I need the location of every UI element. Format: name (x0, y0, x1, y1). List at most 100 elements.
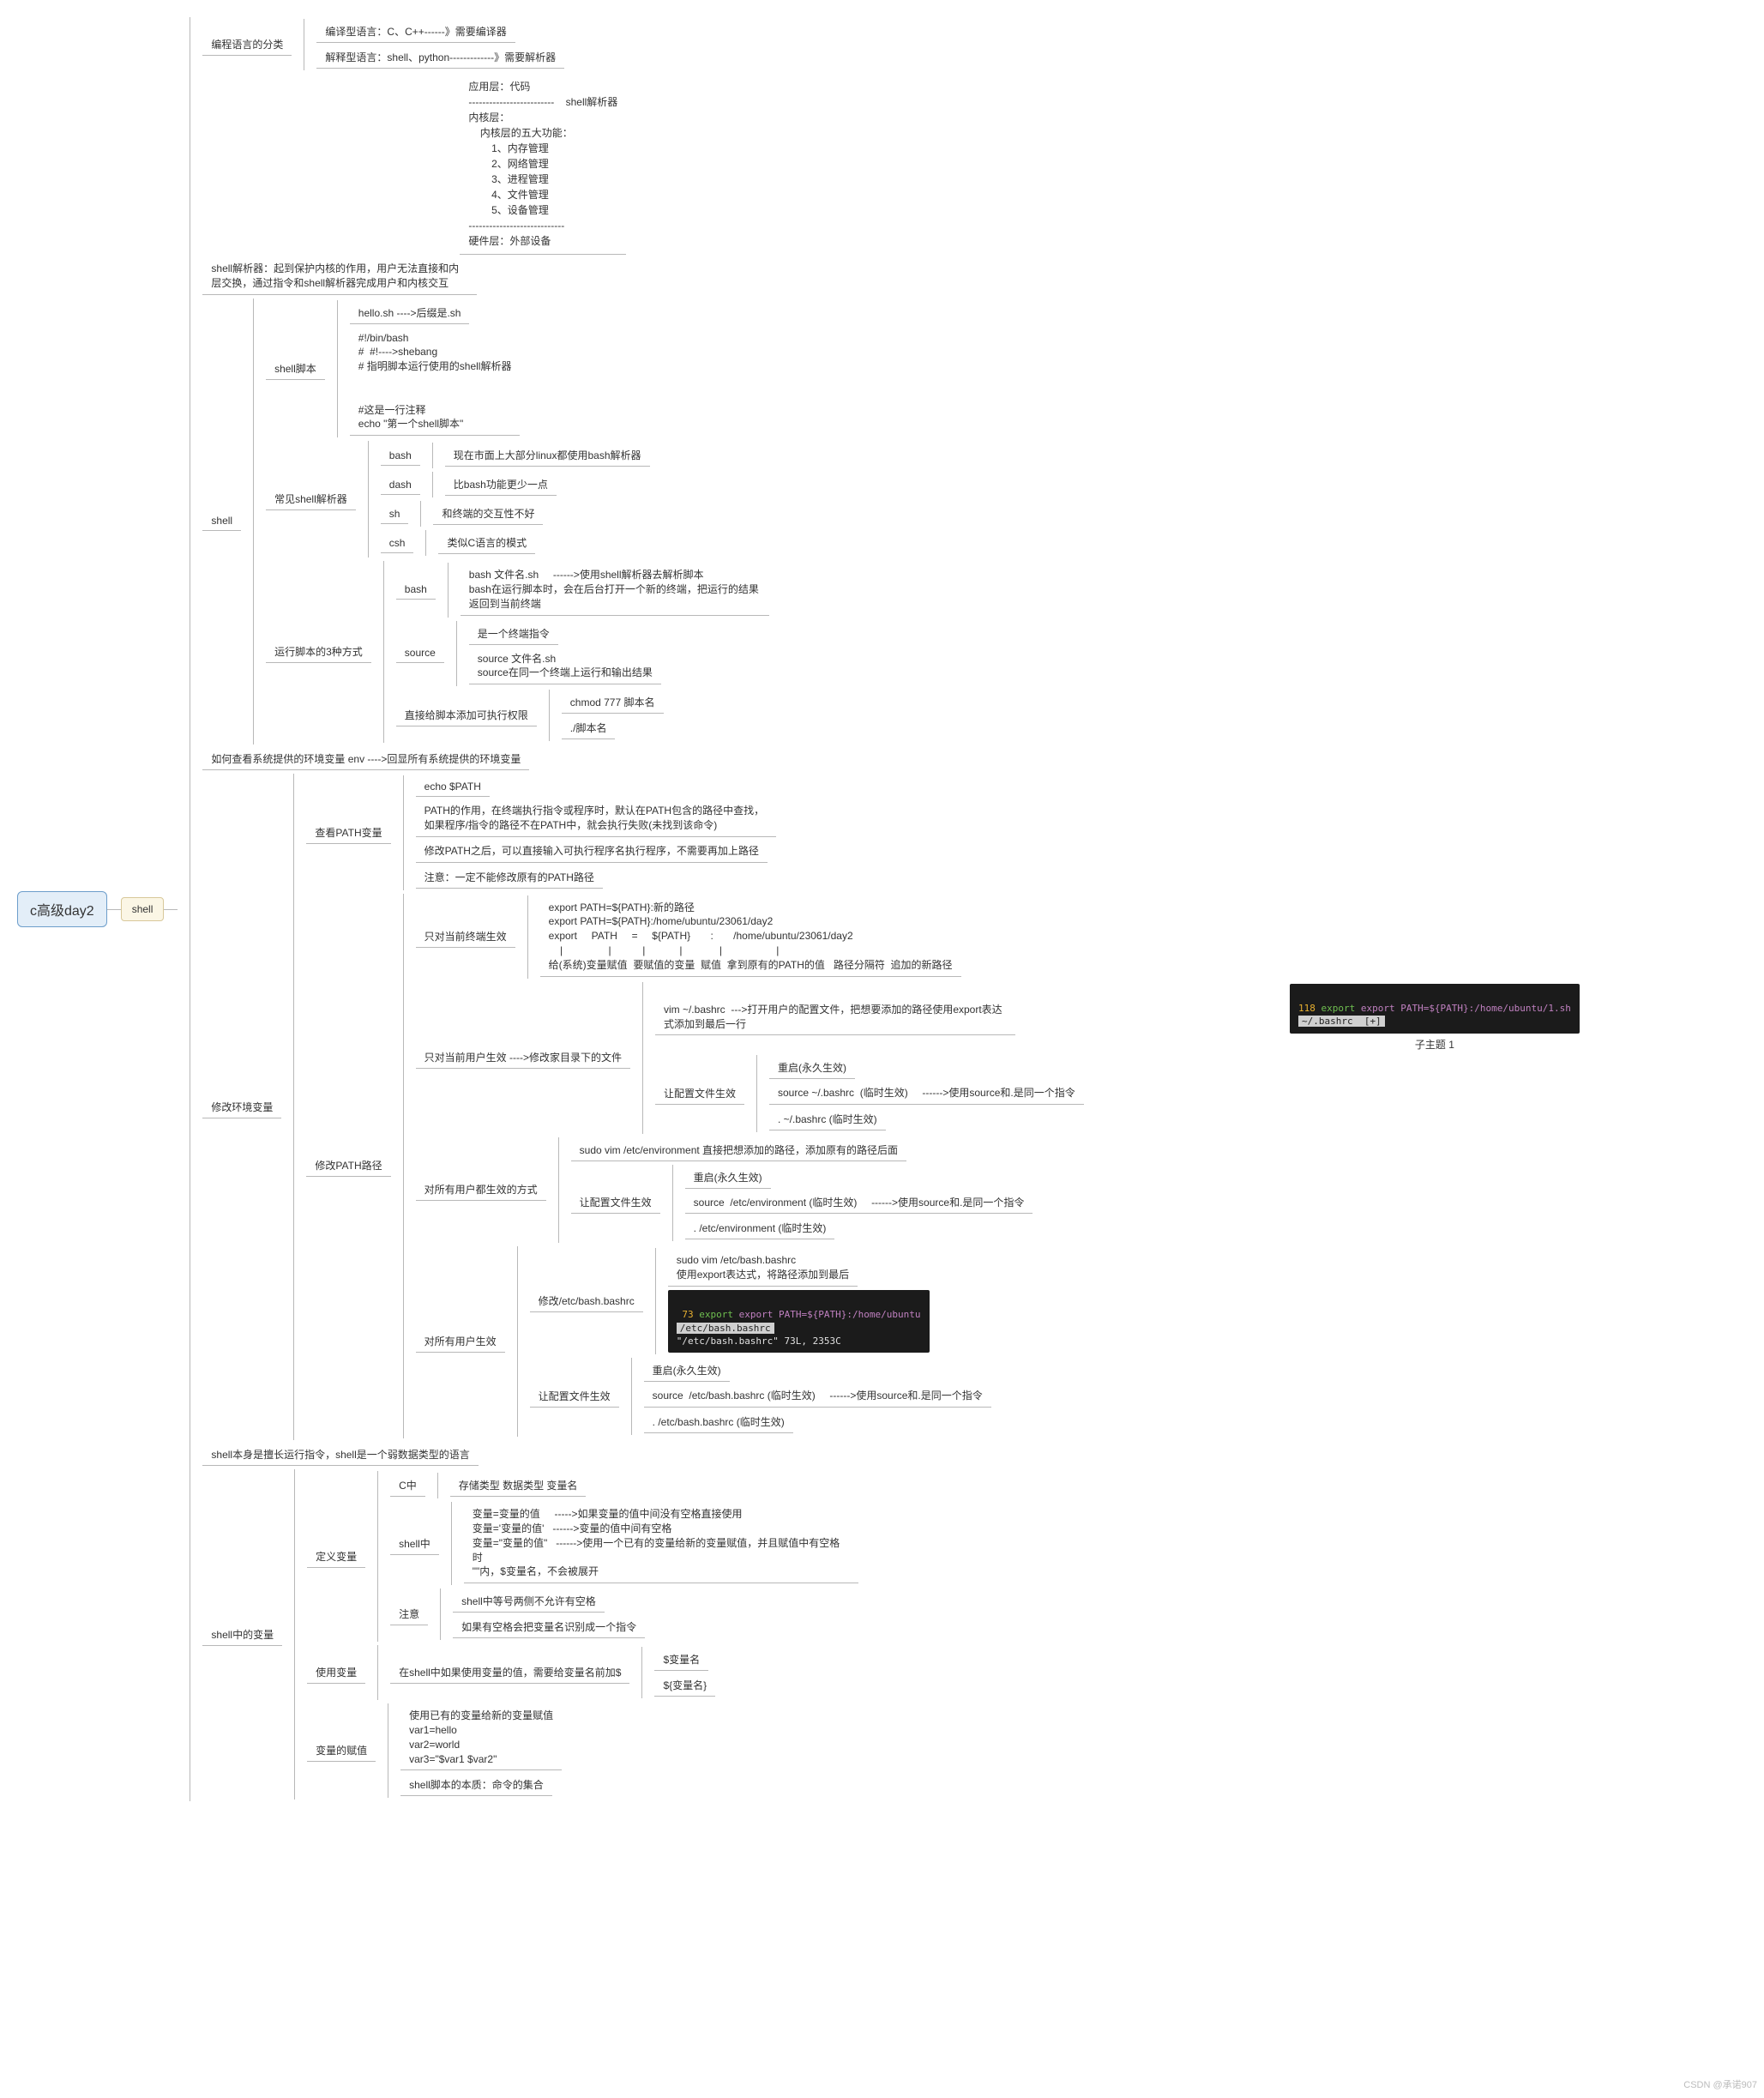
all-users-env-title: 对所有用户都生效的方式 (416, 1179, 546, 1201)
define-c-desc: 存储类型 数据类型 变量名 (450, 1474, 587, 1497)
shell-section-branch: shell shell脚本 hello.sh ---->后缀是.sh #!/bi… (202, 298, 1580, 745)
parser-bash: bash (381, 446, 420, 466)
use-var-l1: 在shell中如果使用变量的值，需要给变量名前加$ (390, 1661, 629, 1684)
code-screenshot-2: 73 export export PATH=${PATH}:/home/ubun… (668, 1290, 930, 1353)
all-users-bashrc-source: source /etc/bash.bashrc (临时生效) ------>使用… (644, 1385, 991, 1408)
all-users-env-dot: . /etc/environment (临时生效) (685, 1217, 835, 1239)
define-note-title: 注意 (390, 1603, 428, 1625)
connector (164, 909, 178, 910)
only-user-title: 只对当前用户生效 ---->修改家目录下的文件 (416, 1046, 630, 1069)
shell-script-title: shell脚本 (266, 358, 325, 380)
use-var-title: 使用变量 (307, 1661, 365, 1684)
define-var-branch: 定义变量 C中 存储类型 数据类型 变量名 shell中 变量=变量的值 -----… (307, 1471, 858, 1642)
assign-var-title: 变量的赋值 (307, 1739, 376, 1762)
os-layers-branch: 应用层：代码 ------------------------- shell解析… (460, 74, 1580, 255)
see-path-note: 注意：一定不能修改原有的PATH路径 (416, 866, 603, 889)
run-ways-title: 运行脚本的3种方式 (266, 641, 371, 663)
parser-sh-desc: 和终端的交互性不好 (433, 503, 543, 525)
use-var-branch: 使用变量 在shell中如果使用变量的值，需要给变量名前加$ $变量名 ${变量… (307, 1645, 858, 1700)
parser-csh-desc: 类似C语言的模式 (438, 532, 535, 554)
shellvar-intro-branch: shell本身是擅长运行指令，shell是一个弱数据类型的语言 (202, 1444, 1580, 1466)
see-path-l2: PATH的作用，在终端执行指令或程序时，默认在PATH包含的路径中查找，如果程序… (416, 800, 776, 837)
all-users-bashrc-outer-title: 对所有用户生效 (416, 1330, 505, 1353)
run-ways-branch: 运行脚本的3种方式 bash bash 文件名.sh ------>使用shell… (266, 561, 769, 743)
envvar-howtosee: 如何查看系统提供的环境变量 env ---->回显所有系统提供的环境变量 (202, 748, 1580, 770)
use-var-r1: $变量名 (654, 1649, 708, 1671)
modify-env-branch: 修改环境变量 查看PATH变量 echo $PATH PATH的作用，在终端执行… (202, 774, 1580, 1440)
common-parsers-title: 常见shell解析器 (266, 488, 356, 510)
all-users-env-source: source /etc/environment (临时生效) ------>使用… (685, 1192, 1033, 1215)
run-chmod-l1: chmod 777 脚本名 (562, 691, 664, 714)
run-chmod-l2: ./脚本名 (562, 717, 616, 739)
only-user-activate: 让配置文件生效 (655, 1082, 744, 1105)
shellvar-intro: shell本身是擅长运行指令，shell是一个弱数据类型的语言 (202, 1444, 478, 1466)
parser-sh: sh (381, 504, 409, 524)
see-path-title: 查看PATH变量 (306, 822, 390, 844)
define-c-label: C中 (390, 1474, 425, 1497)
only-user-reboot: 重启(永久生效) (769, 1057, 855, 1079)
shell-parser-intro-branch: shell解析器：起到保护内核的作用，用户无法直接和内层交换，通过指令和shel… (202, 258, 1580, 295)
run-source-l1: 是一个终端指令 (469, 623, 558, 645)
lang-class-children: 编译型语言：C、C++------》需要编译器 解释型语言：shell、pyth… (304, 19, 564, 70)
run-source: source (396, 643, 444, 663)
lang-class-title: 编程语言的分类 (202, 33, 292, 56)
modify-path-title: 修改PATH路径 (306, 1155, 390, 1177)
all-users-bashrc-title: 修改/etc/bash.bashrc (530, 1290, 643, 1312)
shell-script-branch: shell脚本 hello.sh ---->后缀是.sh #!/bin/bash… (266, 300, 769, 438)
shell-parser-intro: shell解析器：起到保护内核的作用，用户无法直接和内层交换，通过指令和shel… (202, 258, 477, 295)
only-terminal-body: export PATH=${PATH}:新的路径 export PATH=${P… (540, 897, 961, 977)
define-note-l1: shell中等号两侧不允许有空格 (453, 1590, 605, 1613)
code1-caption: 子主题 1 (1290, 1034, 1580, 1052)
run-bash: bash (396, 580, 436, 600)
run-bash-desc: bash 文件名.sh ------>使用shell解析器去解析脚本 bash在… (461, 564, 769, 615)
all-users-env-reboot: 重启(永久生效) (685, 1167, 771, 1189)
assign-var-branch: 变量的赋值 使用已有的变量给新的变量赋值 var1=hello var2=wor… (307, 1703, 858, 1798)
see-path-l1: echo $PATH (416, 777, 490, 797)
only-user-source: source ~/.bashrc (临时生效) ------>使用source和… (769, 1082, 1084, 1105)
use-var-r2: ${变量名} (654, 1674, 715, 1697)
os-layers-box: 应用层：代码 ------------------------- shell解析… (460, 74, 626, 255)
code2-line-no: 73 (677, 1309, 694, 1320)
parser-dash-desc: 比bash功能更少一点 (445, 473, 557, 496)
run-chmod-title: 直接给脚本添加可执行权限 (396, 704, 537, 726)
shell-script-ext: hello.sh ---->后缀是.sh (350, 302, 470, 324)
envvar-howtosee-text: 如何查看系统提供的环境变量 env ---->回显所有系统提供的环境变量 (202, 748, 529, 770)
shell-section-children: shell脚本 hello.sh ---->后缀是.sh #!/bin/bash… (253, 298, 769, 745)
parser-csh: csh (381, 534, 414, 553)
parser-dash: dash (381, 475, 420, 495)
all-users-bashrc-branch: 修改/etc/bash.bashrc sudo vim /etc/bash.ba… (530, 1248, 991, 1354)
all-users-env-l1: sudo vim /etc/environment 直接把想添加的路径，添加原有… (571, 1139, 906, 1161)
all-users-bashrc-outer: 对所有用户生效 修改/etc/bash.bashrc sudo vim /etc… (416, 1246, 1580, 1437)
code2-status2: "/etc/bash.bashrc" 73L, 2353C (677, 1335, 841, 1347)
main-children: 编程语言的分类 编译型语言：C、C++------》需要编译器 解释型语言：sh… (190, 17, 1580, 1801)
all-users-env-branch: 对所有用户都生效的方式 sudo vim /etc/environment 直接… (416, 1137, 1580, 1244)
all-users-bashrc-l1: sudo vim /etc/bash.bashrc 使用export表达式，将路… (668, 1250, 858, 1287)
code1-statusbar: ~/.bashrc [+] (1298, 1016, 1385, 1027)
mindmap-root-row: c高级day2 shell 编程语言的分类 编译型语言：C、C++------》… (17, 17, 1747, 1801)
code2-status1: /etc/bash.bashrc (677, 1323, 774, 1334)
parser-bash-desc: 现在市面上大部分linux都使用bash解析器 (445, 444, 650, 467)
define-shell-label: shell中 (390, 1533, 439, 1555)
define-note-l2: 如果有空格会把变量名识别成一个指令 (453, 1616, 645, 1638)
code1-code: export PATH=${PATH}:/home/ubuntu/1.sh (1361, 1003, 1571, 1014)
all-users-bashrc-dot: . /etc/bash.bashrc (临时生效) (644, 1411, 793, 1433)
interpreted-lang: 解释型语言：shell、python-------------》需要解析器 (316, 46, 564, 69)
shell-script-block: #!/bin/bash # #!---->shebang # 指明脚本运行使用的… (350, 328, 521, 437)
define-var-title: 定义变量 (307, 1546, 365, 1568)
modify-env-title: 修改环境变量 (202, 1096, 281, 1118)
assign-var-essence: shell脚本的本质：命令的集合 (400, 1774, 552, 1796)
run-source-l2: source 文件名.sh source在同一个终端上运行和输出结果 (469, 648, 661, 685)
only-user-branch: 只对当前用户生效 ---->修改家目录下的文件 vim ~/.bashrc --… (416, 982, 1580, 1134)
assign-var-body: 使用已有的变量给新的变量赋值 var1=hello var2=world var… (400, 1705, 562, 1770)
define-shell-body: 变量=变量的值 ----->如果变量的值中间没有空格直接使用 变量='变量的值'… (464, 1504, 858, 1583)
only-terminal-title: 只对当前终端生效 (416, 925, 515, 948)
level1-shell: shell (121, 897, 165, 921)
code2-code: export PATH=${PATH}:/home/ubuntu (739, 1309, 921, 1320)
all-users-env-activate: 让配置文件生效 (571, 1191, 660, 1214)
only-user-dot: . ~/.bashrc (临时生效) (769, 1108, 886, 1130)
all-users-bashrc-activate: 让配置文件生效 (530, 1385, 619, 1408)
common-parsers-branch: 常见shell解析器 bash 现在市面上大部分linux都使用bash解析器 d… (266, 441, 769, 558)
compiled-lang: 编译型语言：C、C++------》需要编译器 (316, 21, 515, 43)
connector (107, 909, 121, 910)
watermark: CSDN @承诺907 (1683, 2077, 1757, 2091)
